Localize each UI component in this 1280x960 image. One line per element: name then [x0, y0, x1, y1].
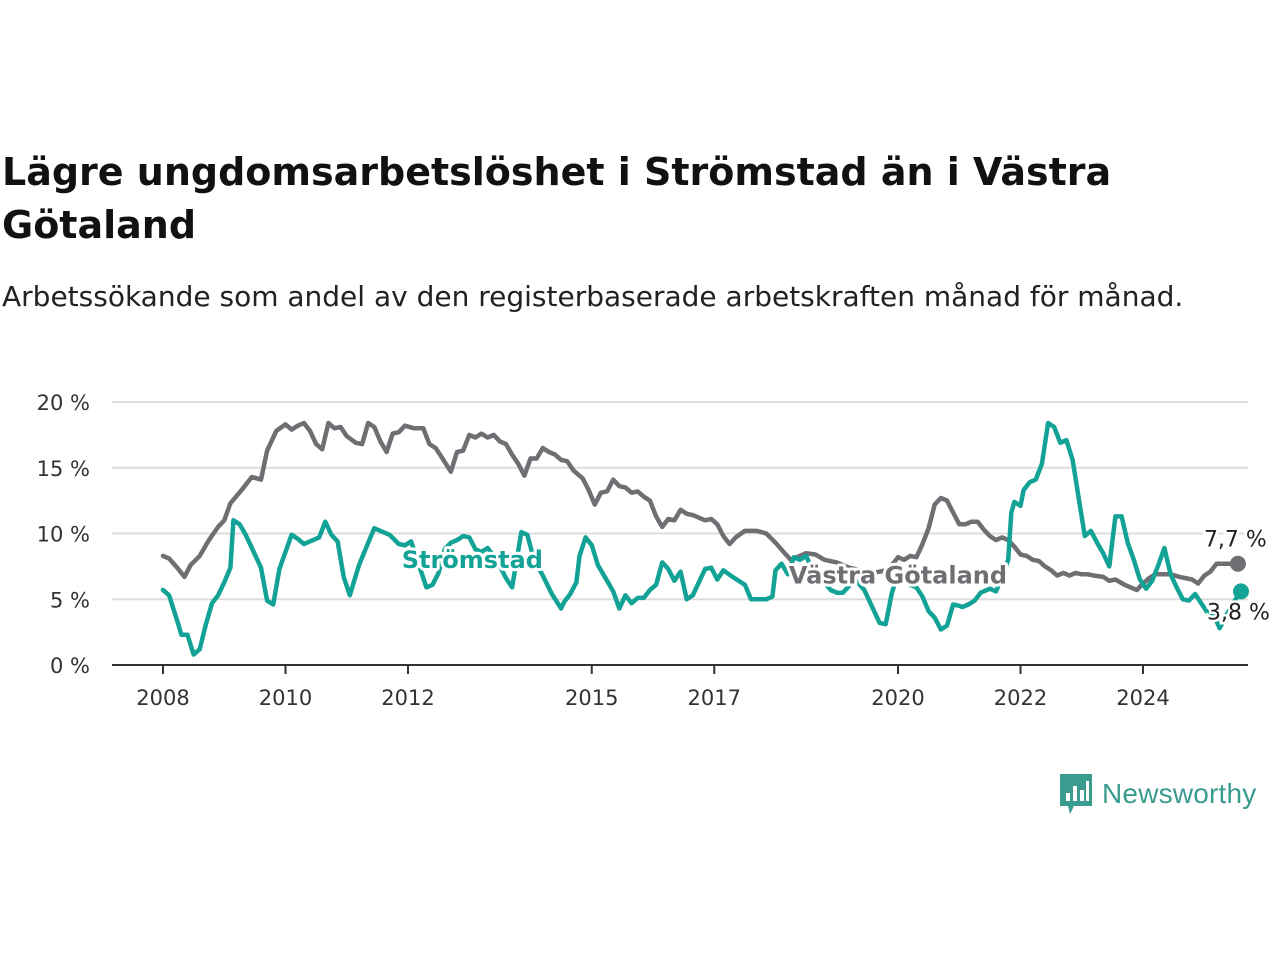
y-tick-label: 10 % [37, 523, 90, 547]
brand-logo[interactable]: Newsworthy [1058, 772, 1256, 816]
y-tick-label: 15 % [37, 457, 90, 481]
line-chart: 0 %5 %10 %15 %20 % 2008 2010 2012 2015 2017 2… [37, 391, 1273, 710]
series-end-label: 3,8 % [1207, 600, 1270, 625]
gridlines [112, 401, 1248, 601]
y-tick-label: 20 % [37, 391, 90, 415]
brand-name: Newsworthy [1102, 778, 1257, 809]
x-tick-label: 2024 [1116, 686, 1169, 710]
series-end-label: 7,7 % [1204, 528, 1267, 553]
series-end-marker [1233, 583, 1249, 600]
series-labels: 7,7 % Västra Götaland 3,8 % Strömstad [399, 525, 1273, 628]
x-tick-label: 2017 [688, 686, 741, 710]
x-axis: 2008 2010 2012 2015 2017 2020 2022 2024 [112, 664, 1248, 710]
chart-title: Lägre ungdomsarbetslöshet i Strömstad än… [2, 150, 1112, 247]
x-tick-label: 2020 [871, 686, 924, 710]
x-tick-label: 2008 [136, 686, 189, 710]
chart-subtitle: Arbetssökande som andel av den registerb… [2, 280, 1184, 313]
x-tick-label: 2015 [565, 686, 618, 710]
series-line-1 [160, 420, 1244, 657]
series-lines [160, 420, 1244, 657]
y-tick-label: 0 % [50, 654, 90, 678]
series-end-marker [1229, 555, 1246, 572]
newsworthy-logo-icon [1060, 774, 1092, 814]
x-tick-label: 2010 [259, 686, 312, 710]
x-tick-label: 2012 [381, 686, 434, 710]
series-name-label: Västra Götaland [789, 562, 1007, 590]
series-name-label: Strömstad [402, 546, 543, 574]
y-tick-label: 5 % [50, 588, 90, 612]
x-tick-label: 2022 [994, 686, 1047, 710]
y-axis-ticks: 0 % 5 % 10 % 15 % 20 % [37, 391, 90, 678]
series-line-0 [160, 420, 1241, 593]
